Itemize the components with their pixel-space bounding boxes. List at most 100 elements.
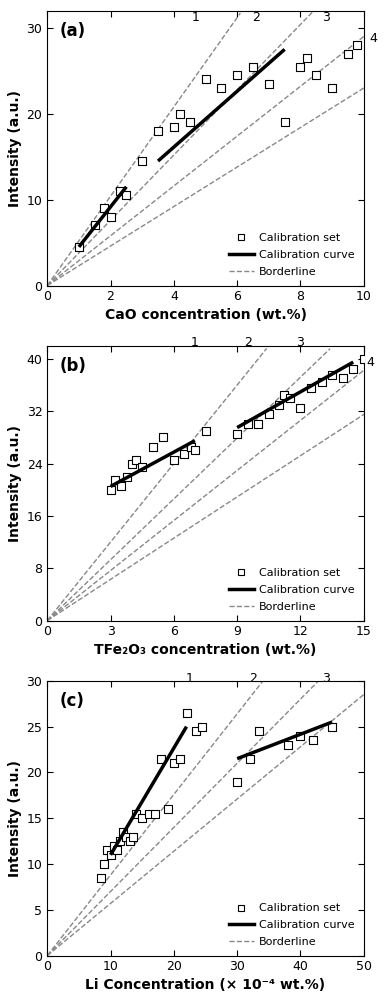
Calibration set (101, 856, 107, 872)
Calibration set (110, 838, 117, 854)
Calibration set (345, 46, 351, 62)
Calibration set (313, 67, 320, 83)
Calibration set (124, 469, 131, 485)
Calibration curve (184, 721, 189, 733)
Calibration set (310, 732, 316, 748)
Text: 1: 1 (186, 672, 194, 685)
Calibration set (297, 59, 303, 75)
Legend: Calibration set, Calibration curve, Borderline: Calibration set, Calibration curve, Bord… (226, 565, 358, 615)
Calibration set (247, 751, 253, 767)
Calibration set (117, 833, 123, 849)
Calibration set (329, 719, 335, 735)
Calibration set (203, 423, 209, 439)
Text: (a): (a) (60, 22, 86, 40)
Calibration set (177, 751, 183, 767)
Calibration set (256, 723, 263, 739)
Text: 3: 3 (322, 672, 330, 685)
Text: 2: 2 (244, 336, 252, 349)
Calibration set (181, 446, 187, 462)
Calibration set (104, 842, 110, 858)
Text: 3: 3 (322, 11, 330, 24)
Calibration set (308, 380, 314, 396)
Calibration set (129, 456, 135, 472)
Calibration set (146, 806, 152, 822)
Line: Calibration curve: Calibration curve (110, 727, 186, 855)
Calibration curve (108, 480, 113, 492)
Calibration set (234, 67, 240, 83)
Calibration set (130, 829, 136, 845)
Text: 3: 3 (296, 336, 305, 349)
Calibration set (114, 842, 120, 858)
Text: 1: 1 (192, 11, 200, 24)
Calibration set (192, 442, 198, 458)
Calibration set (266, 76, 272, 92)
Calibration set (171, 755, 177, 771)
Calibration set (150, 439, 156, 455)
Calibration set (350, 361, 356, 377)
Calibration set (297, 400, 303, 416)
Calibration set (171, 452, 177, 468)
Calibration set (304, 50, 310, 66)
Calibration set (234, 774, 240, 790)
Calibration set (281, 387, 287, 403)
Calibration set (107, 482, 114, 498)
Y-axis label: Intensity (a.u.): Intensity (a.u.) (8, 90, 22, 207)
Calibration set (193, 723, 199, 739)
Calibration set (329, 80, 335, 96)
Calibration set (329, 367, 335, 383)
X-axis label: Li Concentration (× 10⁻⁴ wt.%): Li Concentration (× 10⁻⁴ wt.%) (85, 978, 326, 992)
Calibration set (187, 439, 194, 455)
Calibration set (123, 829, 129, 845)
Calibration set (276, 397, 283, 413)
Calibration set (92, 217, 98, 233)
Y-axis label: Intensity (a.u.): Intensity (a.u.) (8, 425, 22, 542)
Calibration set (117, 183, 123, 199)
Calibration set (158, 751, 164, 767)
Legend: Calibration set, Calibration curve, Borderline: Calibration set, Calibration curve, Bord… (226, 900, 358, 950)
Calibration set (218, 80, 224, 96)
Calibration set (266, 406, 272, 422)
Calibration set (98, 870, 104, 886)
Calibration set (155, 123, 161, 139)
Calibration set (297, 728, 303, 744)
Calibration set (177, 106, 183, 122)
Calibration set (171, 119, 177, 135)
Calibration curve (124, 181, 129, 193)
Calibration set (126, 833, 132, 849)
Calibration set (287, 390, 293, 406)
Calibration set (133, 452, 139, 468)
Calibration set (139, 153, 145, 169)
Calibration set (139, 459, 145, 475)
Calibration set (107, 847, 114, 863)
Calibration set (112, 472, 118, 488)
Legend: Calibration set, Calibration curve, Borderline: Calibration set, Calibration curve, Bord… (226, 230, 358, 280)
Calibration set (234, 426, 240, 442)
Calibration set (203, 71, 209, 87)
Text: (b): (b) (60, 357, 87, 375)
Text: 2: 2 (249, 672, 257, 685)
Calibration set (340, 370, 346, 386)
X-axis label: TFe₂O₃ concentration (wt.%): TFe₂O₃ concentration (wt.%) (94, 643, 317, 657)
Calibration curve (108, 849, 113, 861)
Calibration set (285, 737, 291, 753)
Calibration set (160, 429, 166, 445)
X-axis label: CaO concentration (wt.%): CaO concentration (wt.%) (104, 308, 306, 322)
Calibration set (101, 200, 107, 216)
Calibration set (76, 239, 82, 255)
Calibration set (281, 114, 288, 130)
Text: (c): (c) (60, 692, 85, 710)
Calibration set (354, 37, 360, 53)
Calibration curve (192, 435, 197, 447)
Calibration set (361, 351, 367, 367)
Calibration set (187, 114, 193, 130)
Line: Calibration curve: Calibration curve (110, 441, 195, 486)
Calibration set (120, 824, 126, 840)
Calibration set (199, 719, 206, 735)
Calibration set (164, 801, 171, 817)
Text: 4: 4 (366, 356, 374, 369)
Calibration set (255, 416, 261, 432)
Calibration set (183, 705, 189, 721)
Calibration set (118, 478, 124, 494)
Calibration set (133, 806, 139, 822)
Calibration curve (77, 241, 81, 253)
